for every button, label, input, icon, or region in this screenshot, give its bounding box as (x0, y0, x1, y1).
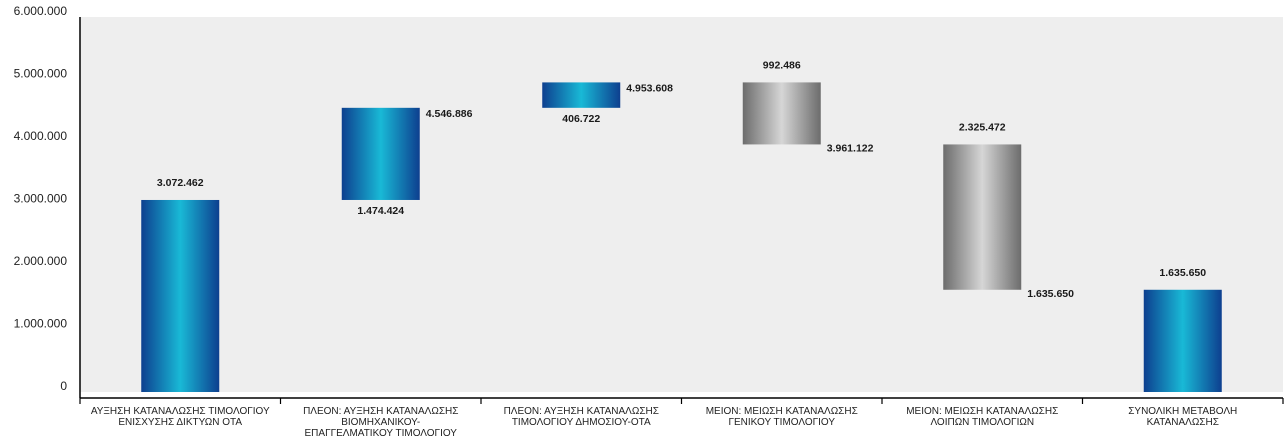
data-label: 3.961.122 (827, 142, 874, 154)
data-label: 1.635.650 (1159, 267, 1206, 279)
category-labels-group: ΑΥΞΗΣΗ ΚΑΤΑΝΑΛΩΣΗΣ ΤΙΜΟΛΟΓΙΟΥ ΕΝΙΣΧΥΣΗΣ Δ… (91, 406, 1237, 439)
bars-group (141, 82, 1222, 392)
plot-area (80, 17, 1283, 392)
y-tick-label: 5.000.000 (14, 67, 68, 81)
y-tick-label: 2.000.000 (14, 254, 68, 268)
data-label: 992.486 (763, 59, 801, 71)
y-tick-label: 6.000.000 (14, 4, 68, 18)
bar-increase (341, 107, 420, 200)
x-axis (79, 397, 1284, 404)
data-labels-group: 3.072.462 4.546.886 1.474.424 4.953.608 406.… (157, 59, 1206, 299)
data-label: 4.546.886 (426, 108, 473, 120)
data-label: 406.722 (562, 113, 600, 125)
data-label: 1.474.424 (357, 205, 404, 217)
category-label: ΣΥΝΟΛΙΚΗ ΜΕΤΑΒΟΛΗ ΚΑΤΑΝΑΛΩΣΗΣ (1128, 406, 1237, 428)
category-label: ΠΛΕΟΝ: ΑΥΞΗΣΗ ΚΑΤΑΝΑΛΩΣΗΣ ΤΙΜΟΛΟΓΙΟΥ ΔΗΜΟ… (504, 406, 659, 428)
data-label: 1.635.650 (1027, 288, 1074, 300)
data-label: 4.953.608 (626, 82, 673, 94)
y-tick-label: 1.000.000 (14, 317, 68, 331)
data-label: 2.325.472 (959, 121, 1006, 133)
data-label: 3.072.462 (157, 177, 204, 189)
y-tick-label: 3.000.000 (14, 192, 68, 206)
category-label: ΜΕΙΟΝ: ΜΕΙΩΣΗ ΚΑΤΑΝΑΛΩΣΗΣ ΛΟΙΠΩΝ ΤΙΜΟΛΟΓΙ… (906, 406, 1058, 428)
category-label: ΠΛΕΟΝ: ΑΥΞΗΣΗ ΚΑΤΑΝΑΛΩΣΗΣ ΒΙΟΜΗΧΑΝΙΚΟΥ-ΕΠ… (303, 406, 458, 439)
bar-total (1143, 289, 1222, 392)
bar-decrease (943, 144, 1022, 290)
y-tick-label: 0 (60, 379, 67, 393)
category-label: ΑΥΞΗΣΗ ΚΑΤΑΝΑΛΩΣΗΣ ΤΙΜΟΛΟΓΙΟΥ ΕΝΙΣΧΥΣΗΣ Δ… (91, 406, 270, 428)
bar-decrease (742, 82, 821, 145)
category-label: ΜΕΙΟΝ: ΜΕΙΩΣΗ ΚΑΤΑΝΑΛΩΣΗΣ ΓΕΝΙΚΟΥ ΤΙΜΟΛΟΓ… (706, 406, 858, 428)
bar-increase (141, 199, 220, 392)
y-axis: 0 1.000.000 2.000.000 3.000.000 4.000.000 5.0… (14, 4, 81, 398)
y-tick-label: 4.000.000 (14, 129, 68, 143)
bar-increase (542, 82, 621, 108)
